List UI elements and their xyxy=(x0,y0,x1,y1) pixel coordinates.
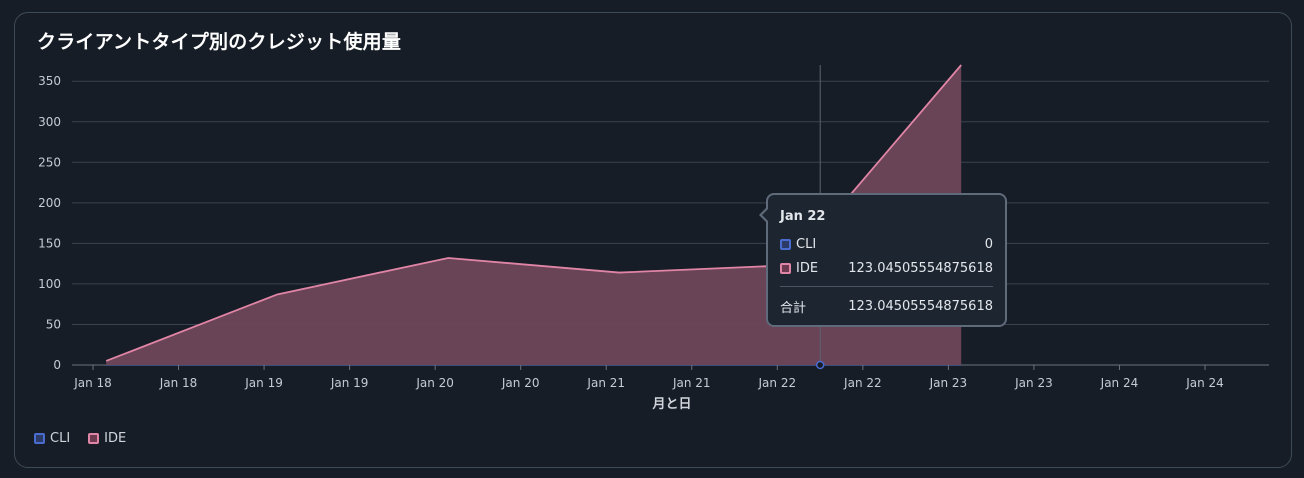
y-tick-label: 150 xyxy=(38,236,61,250)
y-tick-label: 0 xyxy=(53,358,61,372)
tooltip-swatch-ide xyxy=(780,263,791,274)
x-tick-label: Jan 20 xyxy=(501,376,540,390)
chart-card: クライアントタイプ別のクレジット使用量 xyxy=(14,12,1292,468)
x-axis-title: 月と日 xyxy=(651,397,691,412)
y-axis-ticks: 0 50 100 150 200 250 300 350 xyxy=(38,74,61,372)
x-tick-label: Jan 21 xyxy=(672,376,711,390)
x-tick-label: Jan 22 xyxy=(843,376,882,390)
legend-item-cli[interactable]: CLI xyxy=(34,431,70,446)
x-tick-label: Jan 23 xyxy=(1014,376,1053,390)
tooltip-total-value: 123.04505554875618 xyxy=(848,299,993,314)
tooltip-row-ide: IDE 123.04505554875618 xyxy=(780,261,993,276)
series-area-ide xyxy=(106,65,962,365)
x-tick-label: Jan 21 xyxy=(586,376,625,390)
y-tick-label: 250 xyxy=(38,155,61,169)
tooltip-row-cli: CLI 0 xyxy=(780,237,993,252)
legend-label-ide: IDE xyxy=(104,431,127,446)
legend-swatch-ide xyxy=(88,433,100,444)
x-tick-label: Jan 19 xyxy=(330,376,369,390)
x-tick-label: Jan 18 xyxy=(73,376,112,390)
x-tick-label: Jan 22 xyxy=(758,376,797,390)
hover-point-cli xyxy=(815,360,825,370)
tooltip-date: Jan 22 xyxy=(780,209,826,224)
tooltip-value-cli: 0 xyxy=(984,237,993,252)
x-tick-label: Jan 23 xyxy=(929,376,968,390)
y-tick-label: 50 xyxy=(46,317,61,331)
tooltip-label-ide: IDE xyxy=(796,261,819,276)
x-axis-ticks: Jan 18 Jan 18 Jan 19 Jan 19 Jan 20 Jan 20 Jan … xyxy=(73,365,1224,390)
legend-item-ide[interactable]: IDE xyxy=(88,431,126,446)
x-tick-label: Jan 19 xyxy=(244,376,283,390)
x-tick-label: Jan 18 xyxy=(159,376,198,390)
tooltip-label-cli: CLI xyxy=(796,237,817,252)
x-tick-label: Jan 24 xyxy=(1100,376,1139,390)
chart-title: クライアントタイプ別のクレジット使用量 xyxy=(37,31,402,53)
legend: CLI IDE xyxy=(34,431,126,446)
tooltip-row-total: 合計 123.04505554875618 xyxy=(780,297,993,316)
tooltip-total-label: 合計 xyxy=(780,301,807,316)
y-tick-label: 200 xyxy=(38,196,61,210)
y-tick-label: 300 xyxy=(38,115,61,129)
x-tick-label: Jan 20 xyxy=(415,376,454,390)
tooltip-value-ide: 123.04505554875618 xyxy=(848,261,993,276)
tooltip-separator xyxy=(780,286,993,287)
y-tick-label: 100 xyxy=(38,277,61,291)
legend-label-cli: CLI xyxy=(50,431,71,446)
tooltip: Jan 22 CLI 0 IDE 123.04505554875618 合計 1… xyxy=(759,193,1007,327)
y-tick-label: 350 xyxy=(38,74,61,88)
legend-swatch-cli xyxy=(34,433,45,444)
tooltip-swatch-cli xyxy=(780,239,791,250)
x-tick-label: Jan 24 xyxy=(1185,376,1224,390)
